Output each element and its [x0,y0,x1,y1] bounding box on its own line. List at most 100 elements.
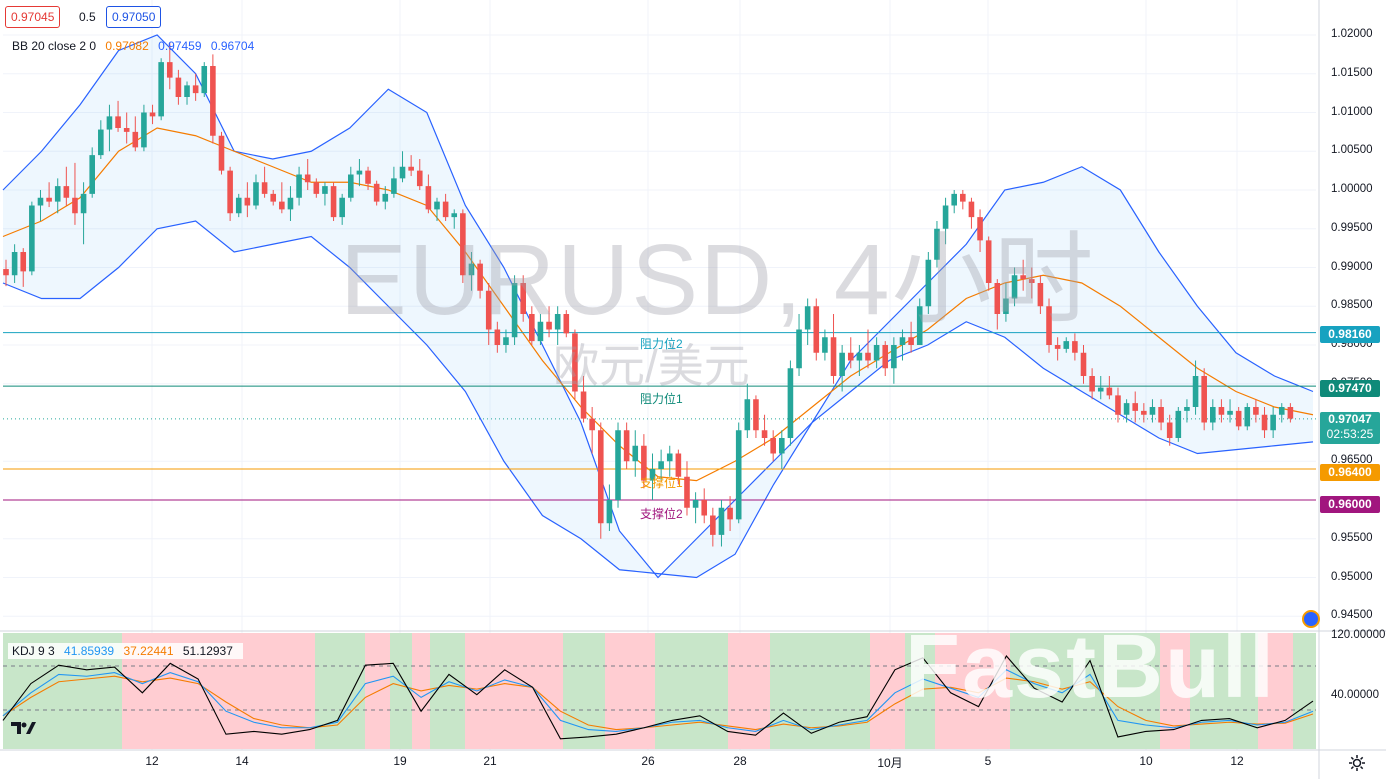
candle-body [1149,407,1156,415]
kdj-zone [1258,633,1293,749]
candle-body [1166,422,1173,438]
candle-body [873,345,880,361]
ask-price-button[interactable]: 0.97050 [106,6,162,28]
candle-body [477,263,483,291]
candle-body [408,166,414,171]
candle-body [1192,376,1199,407]
price-axis-label: 1.02000 [1331,28,1373,40]
candle-body [434,201,440,210]
gear-icon[interactable] [1347,753,1367,773]
candle-body [1218,407,1225,415]
symbol-watermark: EURUSD, 4小时 [340,224,1096,336]
candle-body [192,85,199,94]
candle-body [882,345,889,369]
time-axis-label: 21 [483,754,497,768]
price-axis-label: 0.99000 [1331,260,1373,273]
candle-body [692,500,699,508]
candle-body [641,445,647,481]
globe-icon[interactable] [1302,610,1320,628]
candle-body [1003,298,1009,314]
tradingview-logo[interactable] [9,718,39,738]
kdj-zone [770,633,870,749]
candle-body [649,469,656,481]
candle-body [684,476,690,508]
candle-body [503,337,509,345]
kdj-legend[interactable]: KDJ 9 3 41.85939 37.22441 51.12937 [8,643,243,659]
candle-body [11,252,18,276]
candle-body [787,368,794,438]
candle-body [735,430,742,520]
candle-body [985,240,992,283]
candle-body [1132,403,1139,411]
time-axis-label: 26 [641,754,655,768]
time-axis-label: 5 [984,754,992,768]
price-axis-label: 1.00500 [1331,144,1373,157]
candle-body [822,337,828,353]
bb-upper-line [2,34,1314,579]
kdj-d-value: 37.22441 [123,644,174,658]
candle-body [960,193,966,202]
candle-body [753,399,759,431]
candle-body [1020,275,1026,280]
level-price-tag: 0.97470 [1320,380,1380,397]
candle-body [830,337,837,376]
kdj-d-line [2,675,1314,731]
kdj-axis-label: 40.00000 [1331,689,1379,701]
candle-body [451,213,458,218]
candle-body [460,213,466,276]
candle-body [1097,387,1104,392]
bid-price-button[interactable]: 0.97045 [5,6,61,28]
candle-body [916,306,923,345]
candle-body [356,170,363,175]
candle-body [270,193,277,202]
bb-legend[interactable]: BB 20 close 2 0 0.97082 0.97459 0.96704 [12,38,260,54]
level-price-tag: 0.98160 [1320,326,1380,343]
time-axis-label: 10月 [877,756,903,770]
candle-body [304,174,311,183]
candle-body [296,174,302,198]
candle-body [537,321,544,342]
candle-body [244,197,251,206]
candle-body [1175,410,1182,438]
level-price-tag: 0.96400 [1320,464,1380,481]
candle-body [779,438,785,454]
candle-body [141,112,147,148]
price-axis-label: 0.94500 [1331,609,1373,622]
candle-body [1158,407,1164,423]
candle-body [623,430,630,462]
kdj-zone [655,633,728,749]
candle-body [1011,275,1018,299]
candle-body [968,201,975,218]
kdj-zone [563,633,605,749]
candle-body [925,259,932,307]
candle-body [658,461,664,469]
candle-body [132,131,139,148]
candle-body [123,128,130,132]
candle-body [218,135,225,171]
level-label: 支撑位2 [640,507,683,521]
candle-body [1028,279,1035,283]
bb-lower-line [2,220,1314,579]
candle-body [227,170,233,214]
candle-body [632,445,639,462]
price-axis-label: 0.95000 [1331,570,1373,583]
candle-body [615,430,621,500]
candle-body [348,174,354,198]
candle-body [701,500,708,516]
time-axis-label: 14 [235,754,249,768]
candle-body [606,500,613,524]
kdj-zone [728,633,770,749]
candle-body [580,391,587,419]
candle-body [1287,407,1294,419]
brand-watermark: FastBull [905,617,1277,717]
candle-body [727,507,733,520]
bar-countdown: 02:53:25 [1326,427,1374,441]
candle-body [511,283,518,338]
candle-body [339,197,345,218]
candle-body [589,418,595,431]
candle-body [313,182,320,194]
candle-body [1201,376,1207,423]
candle-body [322,186,328,194]
candle-body [63,186,70,198]
